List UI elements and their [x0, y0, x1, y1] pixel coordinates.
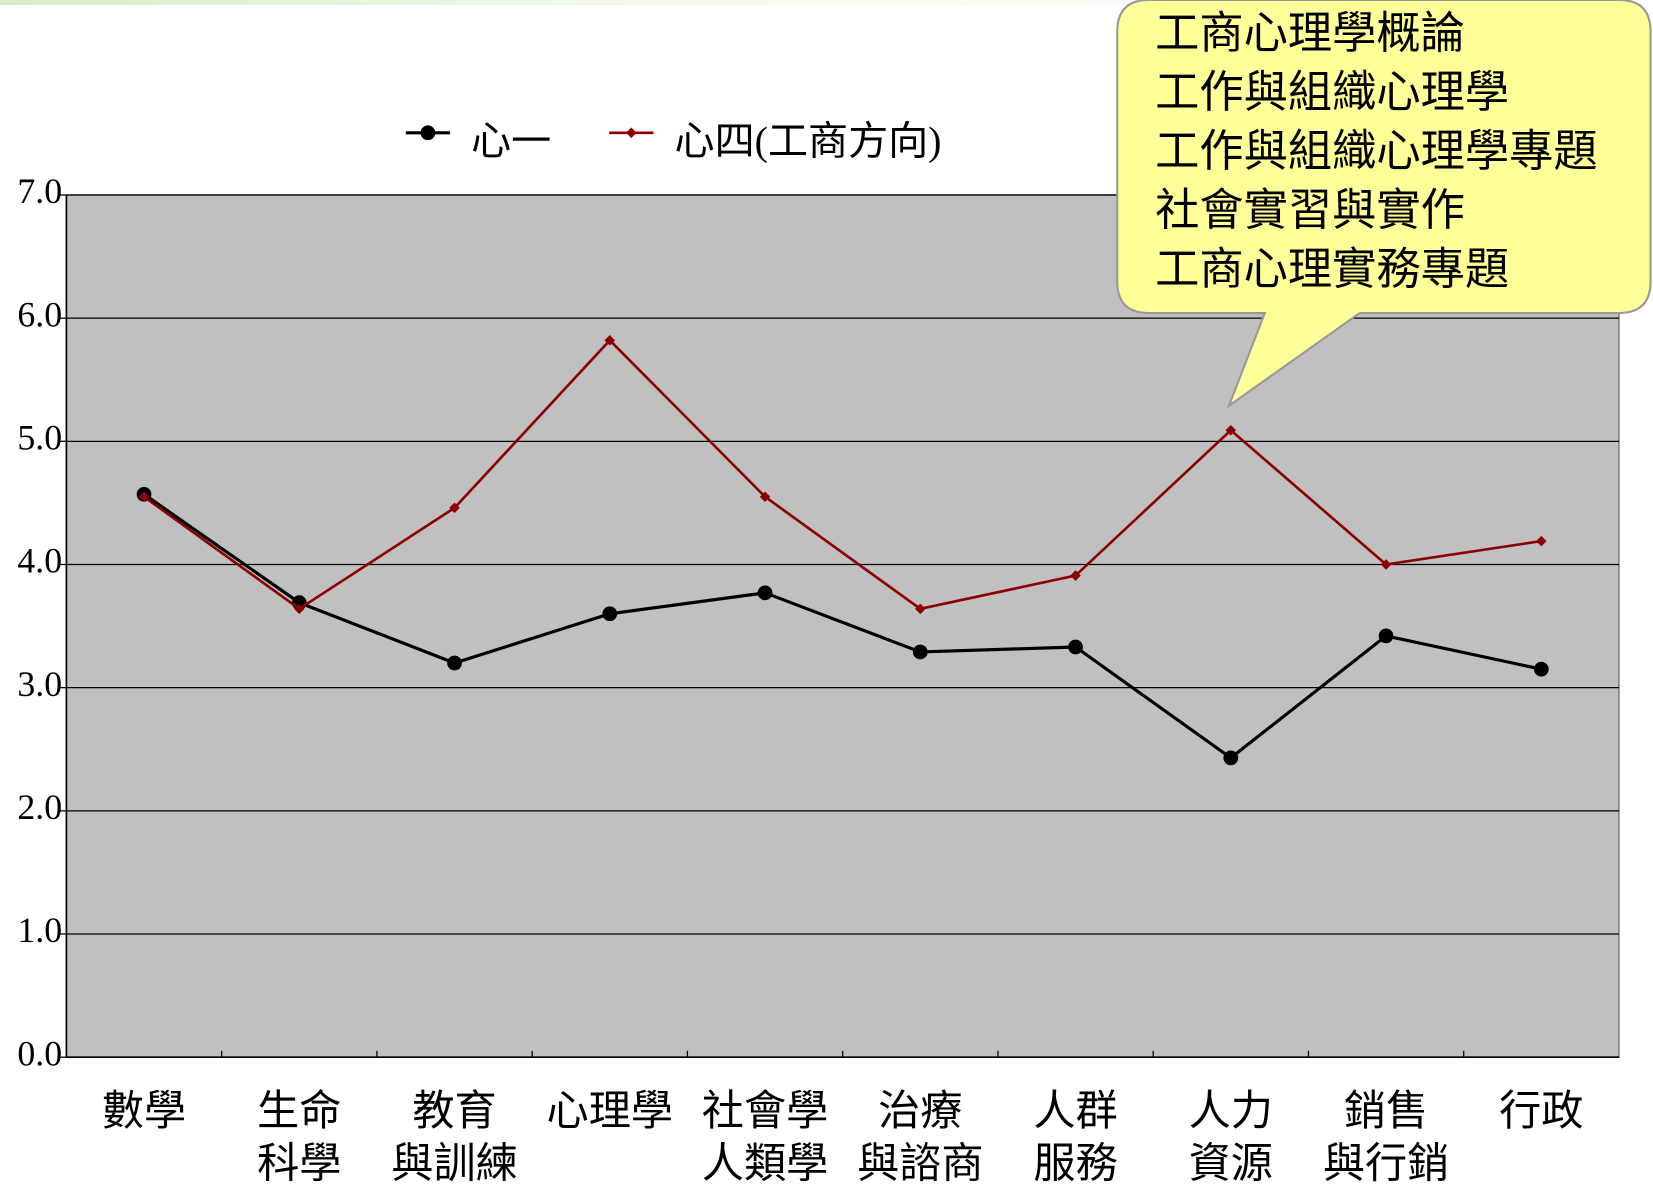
x-tick-label: 數學: [102, 1088, 186, 1135]
series-line: [143, 338, 1542, 611]
plot-area: [65, 194, 1620, 1058]
point: [1225, 424, 1237, 436]
point: [449, 502, 460, 514]
legend-label: 心一: [471, 119, 551, 164]
point: [447, 655, 462, 671]
point: [757, 585, 773, 601]
x-tick-label: 人類學: [702, 1141, 828, 1188]
legend-marker: [626, 127, 637, 139]
point: [915, 603, 926, 615]
y-tick-label: 1.0: [17, 910, 62, 950]
point: [912, 644, 928, 660]
x-tick-label: 與行銷: [1323, 1141, 1449, 1188]
callout-text: 工商心理實務專題: [1155, 245, 1509, 294]
point: [759, 491, 771, 503]
y-tick-label: 2.0: [17, 787, 62, 827]
x-tick-label: 服務: [1033, 1141, 1117, 1188]
callout: [1116, 0, 1652, 409]
point: [138, 491, 150, 503]
legend-marker: [420, 125, 436, 141]
point: [294, 603, 305, 615]
x-tick-label: 銷售: [1344, 1088, 1428, 1135]
point: [1070, 570, 1081, 581]
callout-text: 工作與組織心理學: [1155, 68, 1509, 117]
x-tick-label: 人群: [1033, 1088, 1117, 1135]
x-tick-label: 社會學: [702, 1088, 828, 1135]
point: [1533, 661, 1549, 677]
point: [1380, 559, 1392, 570]
y-tick-label: 4.0: [17, 541, 62, 581]
callout-text: 社會實習與實作: [1155, 186, 1465, 235]
legend-label: 心四(工商方向): [675, 119, 942, 164]
series-line: [143, 492, 1542, 760]
x-tick-label: 行政: [1499, 1088, 1583, 1135]
x-tick-label: 科學: [257, 1141, 341, 1188]
point: [604, 335, 616, 346]
x-tick-label: 人力: [1189, 1088, 1273, 1135]
point: [1223, 750, 1239, 766]
y-tick-label: 3.0: [17, 664, 62, 704]
top-strip: [0, 0, 1653, 5]
x-tick-label: 與諮商: [857, 1141, 983, 1188]
x-tick-label: 資源: [1189, 1141, 1273, 1188]
x-tick-label: 治療: [878, 1088, 962, 1135]
y-tick-label: 6.0: [17, 294, 62, 334]
x-tick-label: 心理學: [547, 1088, 673, 1135]
callout-text: 工作與組織心理學專題: [1155, 127, 1598, 176]
x-tick-label: 教育: [412, 1088, 496, 1135]
y-tick-label: 7.0: [17, 171, 62, 211]
x-tick-label: 生命: [257, 1088, 341, 1135]
point: [1068, 639, 1083, 655]
y-tick-label: 5.0: [17, 418, 62, 458]
x-tick-label: 與訓練: [391, 1141, 517, 1188]
point: [1378, 628, 1394, 644]
callout-text: 工商心理學概論: [1155, 9, 1465, 58]
point: [602, 606, 618, 622]
y-tick-label: 0.0: [17, 1033, 62, 1073]
